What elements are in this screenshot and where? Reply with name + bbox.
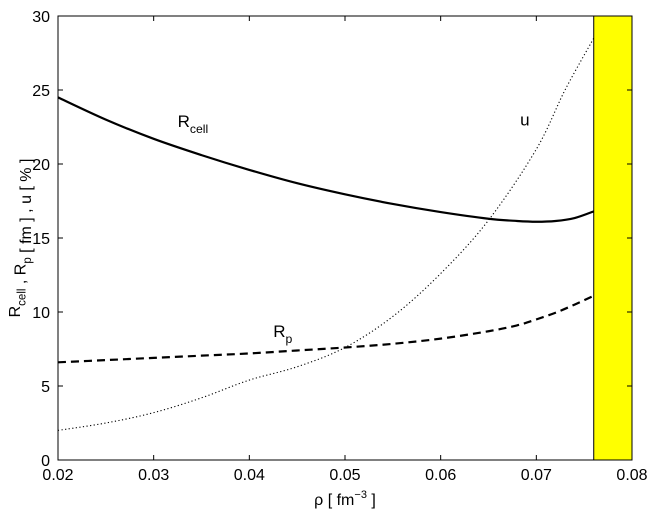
x-tick-label: 0.07 [521, 467, 552, 484]
series-u-line [57, 37, 595, 431]
plot-frame [57, 15, 633, 461]
x-tick-label: 0.08 [616, 467, 647, 484]
y-tick-label: 5 [41, 379, 50, 396]
x-tick-label: 0.03 [138, 467, 169, 484]
series-r-p-line [57, 294, 595, 364]
y-tick-label: 10 [32, 305, 50, 322]
x-tick-label: 0.02 [42, 467, 73, 484]
y-axis-label: Rcell , Rp [ fm ] , u [ % ] [7, 159, 35, 318]
series-annotation-label: Rp [273, 322, 292, 346]
y-tick-label: 25 [32, 83, 50, 100]
x-tick-label: 0.06 [425, 467, 456, 484]
y-tick-label: 0 [41, 453, 50, 470]
x-tick-label: 0.05 [329, 467, 360, 484]
y-tick-label: 15 [32, 231, 50, 248]
y-tick-label: 30 [32, 9, 50, 26]
x-tick-label: 0.04 [234, 467, 265, 484]
x-axis-label: ρ [ fm−3 ] [314, 489, 376, 509]
shaded-region [593, 15, 633, 461]
series-annotation-label: u [520, 111, 529, 130]
series-r-cell-line [57, 96, 595, 223]
y-tick-label: 20 [32, 157, 50, 174]
series-annotation-label: Rcell [178, 112, 209, 136]
